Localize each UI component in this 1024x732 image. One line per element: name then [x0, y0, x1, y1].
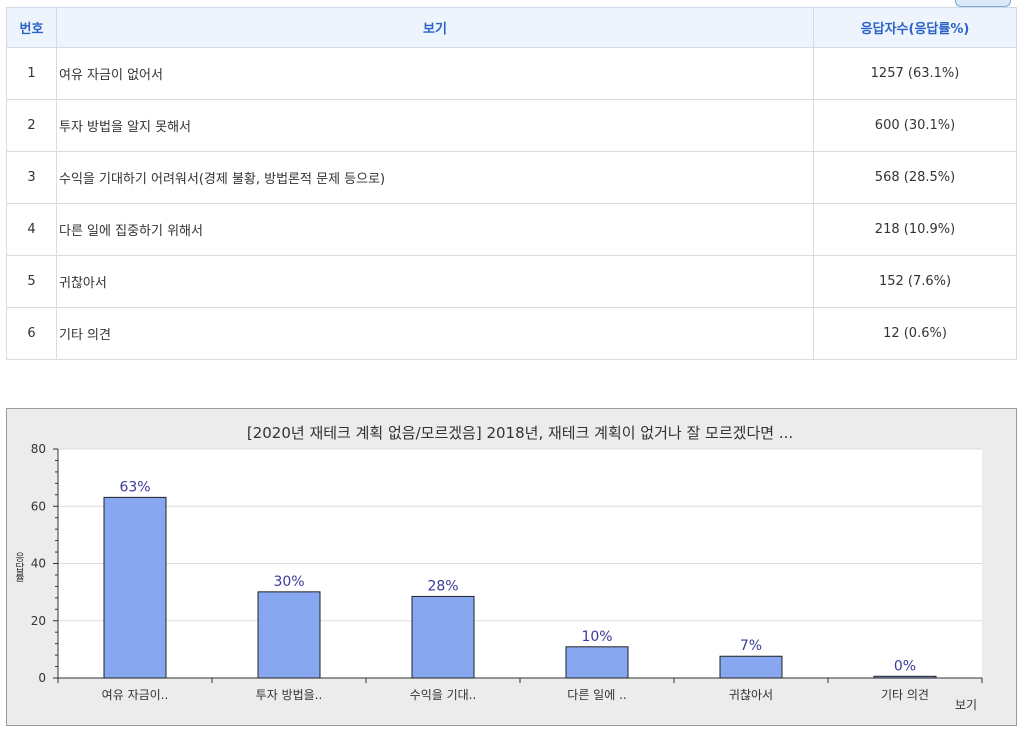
row-option: 귀찮아서	[56, 255, 814, 308]
x-tick-label: 다른 일에 ..	[567, 688, 626, 702]
header-option: 보기	[56, 7, 814, 48]
x-tick-label: 귀찮아서	[729, 688, 773, 702]
row-count: 152 (7.6%)	[813, 255, 1017, 308]
bar	[873, 675, 937, 679]
row-count: 600 (30.1%)	[813, 99, 1017, 152]
bar	[257, 591, 321, 679]
row-number: 2	[6, 99, 57, 152]
data-label: 7%	[740, 638, 762, 654]
table-row: 6 기타 의견 12 (0.6%)	[6, 307, 1017, 360]
row-option: 기타 의견	[56, 307, 814, 360]
y-tick-label: 20	[31, 614, 46, 628]
x-tick-label: 여유 자금이..	[102, 688, 169, 702]
chart-svg: [2020년 재테크 계획 없음/모르겠음] 2018년, 재테크 계획이 없거…	[13, 424, 983, 712]
chart-title: [2020년 재테크 계획 없음/모르겠음] 2018년, 재테크 계획이 없거…	[247, 424, 793, 442]
row-option: 다른 일에 집중하기 위해서	[56, 203, 814, 256]
y-tick-label: 40	[31, 557, 46, 571]
row-option: 투자 방법을 알지 못해서	[56, 99, 814, 152]
table-row: 4 다른 일에 집중하기 위해서 218 (10.9%)	[6, 203, 1017, 256]
top-tab-button[interactable]	[955, 0, 1011, 7]
x-axis-label: 보기	[955, 698, 977, 712]
x-tick-label: 수익을 기대..	[410, 688, 477, 702]
results-table: 번호 보기 응답자수(응답률%) 1 여유 자금이 없어서 1257 (63.1…	[6, 7, 1017, 360]
bar-chart: [2020년 재테크 계획 없음/모르겠음] 2018년, 재테크 계획이 없거…	[6, 408, 1017, 726]
data-label: 30%	[273, 574, 304, 590]
table-row: 5 귀찮아서 152 (7.6%)	[6, 255, 1017, 308]
header-number: 번호	[6, 7, 57, 48]
row-number: 6	[6, 307, 57, 360]
bar	[103, 496, 167, 679]
row-option: 수익을 기대하기 어려워서(경제 불황, 방법론적 문제 등으로)	[56, 151, 814, 204]
header-count: 응답자수(응답률%)	[813, 7, 1017, 48]
table-row: 3 수익을 기대하기 어려워서(경제 불황, 방법론적 문제 등으로) 568 …	[6, 151, 1017, 204]
x-tick-label: 투자 방법을..	[256, 688, 323, 702]
bar	[719, 655, 783, 679]
row-number: 3	[6, 151, 57, 204]
y-tick-label: 80	[31, 442, 46, 456]
data-label: 63%	[119, 479, 150, 495]
bar	[411, 595, 475, 679]
row-count: 218 (10.9%)	[813, 203, 1017, 256]
bar	[565, 646, 629, 679]
table-header-row: 번호 보기 응답자수(응답률%)	[6, 7, 1017, 48]
row-number: 1	[6, 47, 57, 100]
data-label: 10%	[581, 629, 612, 645]
row-count: 12 (0.6%)	[813, 307, 1017, 360]
data-label: 0%	[894, 658, 916, 674]
row-count: 1257 (63.1%)	[813, 47, 1017, 100]
data-label: 28%	[427, 578, 458, 594]
table-row: 2 투자 방법을 알지 못해서 600 (30.1%)	[6, 99, 1017, 152]
row-number: 4	[6, 203, 57, 256]
x-tick-label: 기타 의견	[881, 688, 929, 702]
row-option: 여유 자금이 없어서	[56, 47, 814, 100]
y-axis-label: 응답률	[13, 552, 25, 582]
row-count: 568 (28.5%)	[813, 151, 1017, 204]
y-tick-label: 0	[38, 671, 46, 685]
table-row: 1 여유 자금이 없어서 1257 (63.1%)	[6, 47, 1017, 100]
row-number: 5	[6, 255, 57, 308]
y-tick-label: 60	[31, 499, 46, 513]
